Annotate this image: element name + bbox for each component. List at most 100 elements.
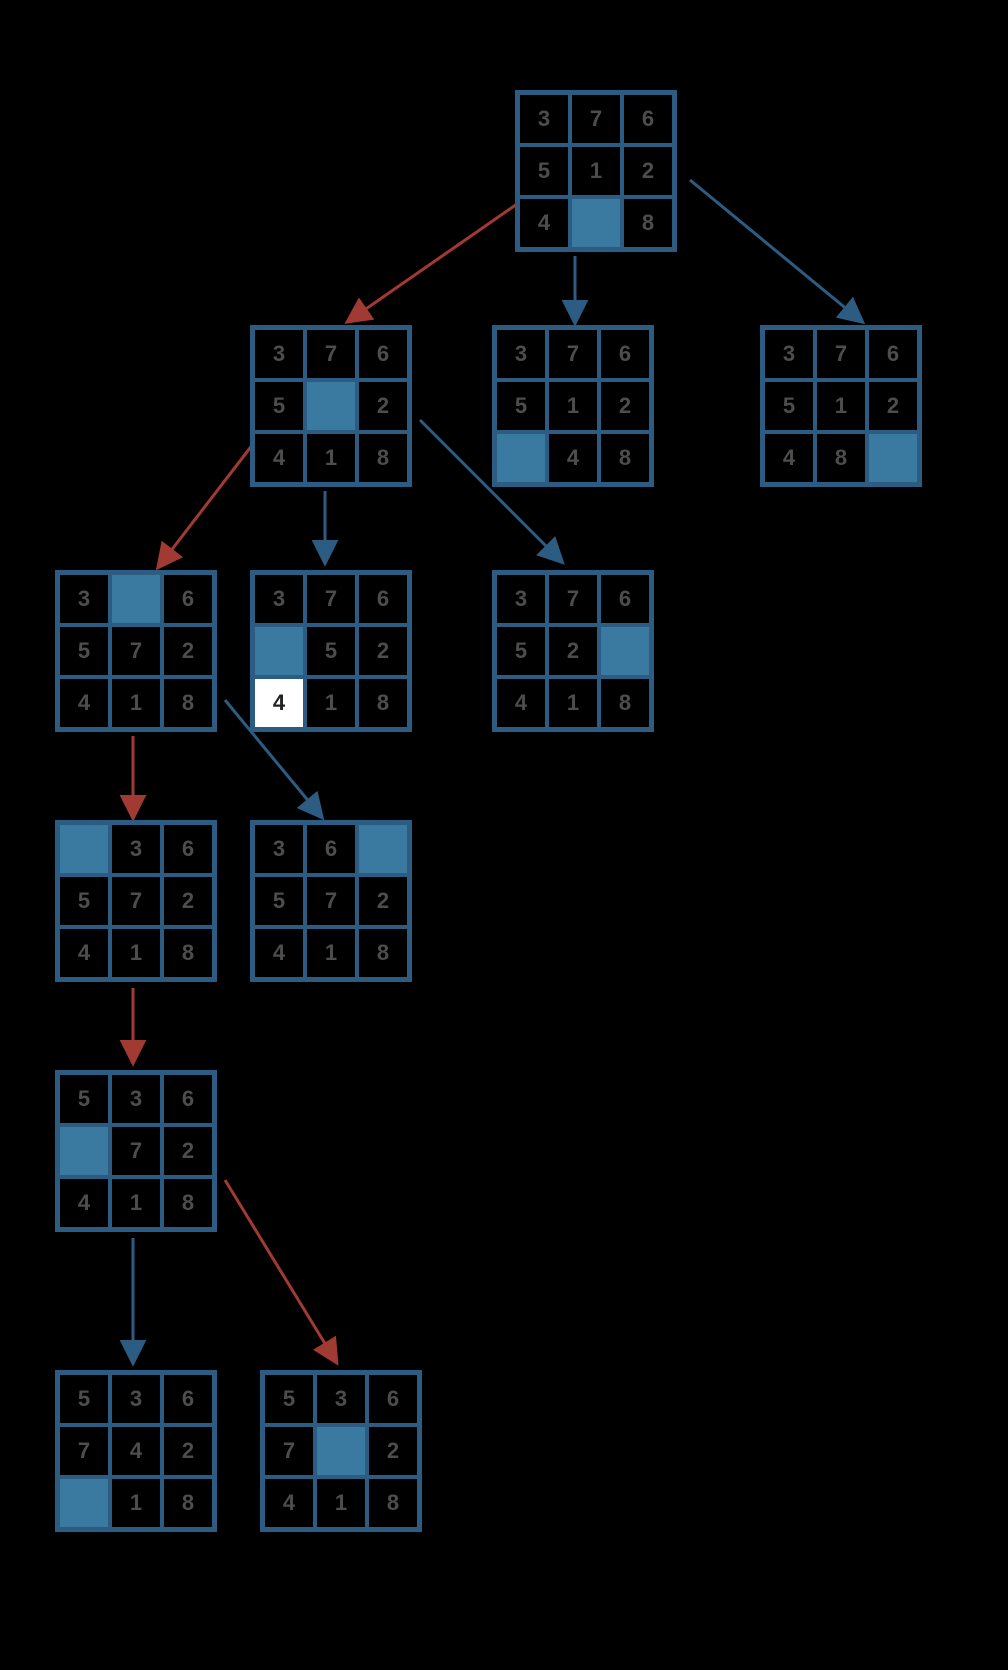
tile-cell: 4 xyxy=(547,432,599,484)
tree-edge xyxy=(690,180,860,320)
tile-cell: 4 xyxy=(110,1425,162,1477)
blank-cell xyxy=(58,1125,110,1177)
tile-cell: 8 xyxy=(162,1477,214,1529)
tree-edge xyxy=(225,1180,335,1360)
tile-cell: 6 xyxy=(622,93,674,145)
tile-cell: 6 xyxy=(599,328,651,380)
blank-cell xyxy=(253,625,305,677)
tile-cell: 1 xyxy=(305,927,357,979)
tile-cell: 6 xyxy=(162,823,214,875)
tile-cell: 6 xyxy=(357,328,409,380)
tile-cell: 1 xyxy=(110,1177,162,1229)
tile-cell: 8 xyxy=(357,432,409,484)
tile-cell: 2 xyxy=(867,380,919,432)
tile-cell: 5 xyxy=(495,625,547,677)
tile-cell: 2 xyxy=(162,1425,214,1477)
tile-cell: 2 xyxy=(547,625,599,677)
tile-cell: 5 xyxy=(58,1073,110,1125)
tile-cell: 7 xyxy=(815,328,867,380)
blank-cell xyxy=(110,573,162,625)
tile-cell: 3 xyxy=(110,1373,162,1425)
tile-cell: 4 xyxy=(58,927,110,979)
tile-cell: 2 xyxy=(622,145,674,197)
tile-cell: 7 xyxy=(305,328,357,380)
tile-cell: 2 xyxy=(367,1425,419,1477)
tile-cell: 2 xyxy=(357,380,409,432)
tile-cell: 7 xyxy=(547,328,599,380)
puzzle-grid: 36572418 xyxy=(55,570,217,732)
tile-cell: 1 xyxy=(570,145,622,197)
tile-cell: 8 xyxy=(599,677,651,729)
puzzle-grid: 37652418 xyxy=(250,570,412,732)
tile-cell: 2 xyxy=(357,625,409,677)
tree-edge xyxy=(350,195,530,320)
tile-cell: 7 xyxy=(110,625,162,677)
tile-cell: 8 xyxy=(622,197,674,249)
tile-cell: 5 xyxy=(253,380,305,432)
tile-cell: 3 xyxy=(495,573,547,625)
tile-cell: 6 xyxy=(599,573,651,625)
tile-cell: 4 xyxy=(495,677,547,729)
tree-canvas: 3765124837652418376512483765124836572418… xyxy=(0,0,1008,1670)
tile-cell: 2 xyxy=(357,875,409,927)
tile-cell: 8 xyxy=(367,1477,419,1529)
puzzle-grid: 36572418 xyxy=(55,820,217,982)
tile-cell: 4 xyxy=(253,927,305,979)
tile-cell: 5 xyxy=(253,875,305,927)
tile-cell: 5 xyxy=(58,875,110,927)
tile-cell: 3 xyxy=(518,93,570,145)
puzzle-grid: 53672418 xyxy=(55,1070,217,1232)
tile-cell: 7 xyxy=(263,1425,315,1477)
tile-cell: 2 xyxy=(162,875,214,927)
tile-cell: 1 xyxy=(305,677,357,729)
tile-cell: 5 xyxy=(263,1373,315,1425)
tile-cell: 6 xyxy=(162,1373,214,1425)
tile-cell: 7 xyxy=(110,1125,162,1177)
tile-cell: 3 xyxy=(763,328,815,380)
tile-cell: 8 xyxy=(162,1177,214,1229)
blank-cell xyxy=(58,1477,110,1529)
tile-cell: 2 xyxy=(162,1125,214,1177)
tile-cell: 7 xyxy=(305,875,357,927)
tile-cell: 4 xyxy=(253,677,305,729)
blank-cell xyxy=(495,432,547,484)
tile-cell: 3 xyxy=(253,328,305,380)
tile-cell: 1 xyxy=(110,677,162,729)
tile-cell: 3 xyxy=(495,328,547,380)
tile-cell: 5 xyxy=(58,1373,110,1425)
tile-cell: 3 xyxy=(58,573,110,625)
tile-cell: 3 xyxy=(253,573,305,625)
tile-cell: 2 xyxy=(599,380,651,432)
tile-cell: 1 xyxy=(305,432,357,484)
tile-cell: 7 xyxy=(305,573,357,625)
tile-cell: 4 xyxy=(763,432,815,484)
tile-cell: 7 xyxy=(58,1425,110,1477)
blank-cell xyxy=(570,197,622,249)
tile-cell: 1 xyxy=(815,380,867,432)
tile-cell: 8 xyxy=(815,432,867,484)
puzzle-grid: 37651248 xyxy=(492,325,654,487)
tile-cell: 4 xyxy=(58,1177,110,1229)
tile-cell: 7 xyxy=(110,875,162,927)
tile-cell: 4 xyxy=(58,677,110,729)
tile-cell: 5 xyxy=(495,380,547,432)
tile-cell: 8 xyxy=(162,927,214,979)
tile-cell: 1 xyxy=(315,1477,367,1529)
tile-cell: 4 xyxy=(518,197,570,249)
tile-cell: 3 xyxy=(110,823,162,875)
tile-cell: 6 xyxy=(367,1373,419,1425)
puzzle-grid: 37651248 xyxy=(515,90,677,252)
puzzle-grid: 53674218 xyxy=(55,1370,217,1532)
tile-cell: 1 xyxy=(547,380,599,432)
blank-cell xyxy=(599,625,651,677)
tile-cell: 6 xyxy=(867,328,919,380)
tile-cell: 4 xyxy=(253,432,305,484)
tile-cell: 5 xyxy=(305,625,357,677)
blank-cell xyxy=(305,380,357,432)
tile-cell: 1 xyxy=(547,677,599,729)
tile-cell: 1 xyxy=(110,927,162,979)
puzzle-grid: 53672418 xyxy=(260,1370,422,1532)
tile-cell: 2 xyxy=(162,625,214,677)
tile-cell: 7 xyxy=(547,573,599,625)
puzzle-grid: 36572418 xyxy=(250,820,412,982)
